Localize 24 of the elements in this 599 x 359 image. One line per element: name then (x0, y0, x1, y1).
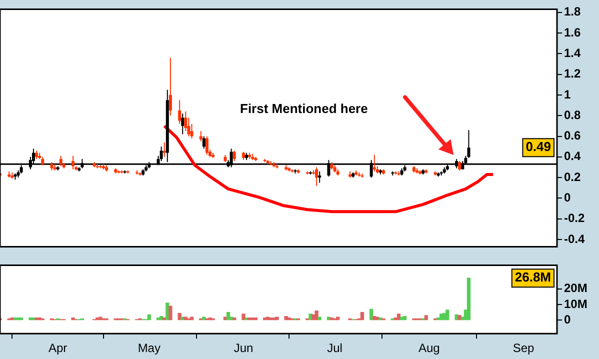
y-tick-label: 1.8 (564, 4, 582, 19)
y-tick-label: 0 (564, 312, 571, 327)
y-tick-label: 0 (564, 190, 571, 205)
y-tick-label: 0.6 (564, 128, 582, 143)
x-tick-label: Apr (48, 341, 68, 356)
y-tick-label: 1.2 (564, 66, 582, 81)
x-tick-label: Jun (234, 341, 254, 356)
y-tick-label: 0.8 (564, 108, 582, 122)
y-tick-label: 10M (564, 296, 588, 311)
annotation: 26.8M (514, 270, 552, 285)
x-tick-label: Aug (418, 341, 440, 356)
x-tick-label: Sep (512, 341, 535, 356)
x-tick-label: Jul (327, 341, 342, 356)
annotation: First Mentioned here (240, 100, 368, 116)
x-tick-label: May (138, 341, 160, 356)
y-tick-label: 0.2 (564, 170, 582, 184)
y-tick-label: 0.4 (564, 149, 582, 164)
annotation: 0.49 (526, 139, 552, 154)
y-tick-label: 1 (564, 87, 571, 102)
y-tick-label: -0.2 (564, 211, 586, 226)
y-tick-label: 1.4 (564, 46, 582, 60)
y-tick-label: 20M (564, 281, 588, 296)
y-tick-label: -0.4 (564, 232, 586, 246)
y-tick-label: 1.6 (564, 25, 582, 40)
